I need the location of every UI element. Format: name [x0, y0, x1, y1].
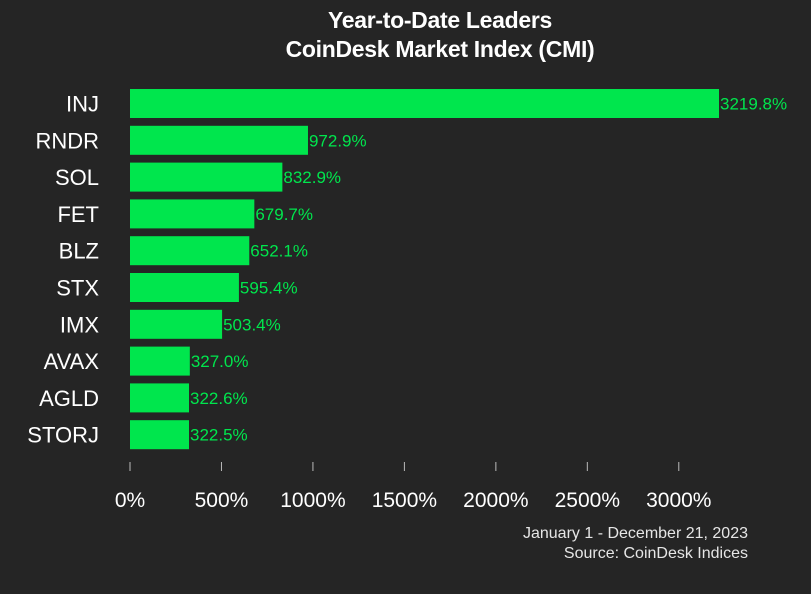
- category-label-storj: STORJ: [27, 423, 99, 448]
- category-label-stx: STX: [56, 276, 99, 301]
- x-tick-label: 2500%: [555, 489, 620, 512]
- x-tick-label: 1500%: [372, 489, 437, 512]
- bar-stx: [130, 273, 239, 302]
- category-label-rndr: RNDR: [35, 128, 99, 153]
- bar-inj: [130, 89, 719, 118]
- bar-sol: [130, 162, 283, 192]
- value-label-inj: 3219.8%: [720, 95, 787, 114]
- value-label-stx: 595.4%: [240, 279, 298, 298]
- source-note: Source: CoinDesk Indices: [563, 545, 748, 562]
- value-label-blz: 652.1%: [250, 242, 308, 261]
- x-tick-label: 0%: [115, 489, 145, 512]
- bar-agld: [130, 383, 190, 413]
- bar-avax: [130, 346, 190, 376]
- bar-blz: [130, 236, 250, 266]
- date-range-note: January 1 - December 21, 2023: [522, 525, 748, 542]
- category-label-fet: FET: [57, 202, 99, 227]
- value-label-sol: 832.9%: [283, 168, 341, 187]
- chart-title: Year-to-Date Leaders: [327, 7, 553, 33]
- value-label-imx: 503.4%: [223, 315, 281, 334]
- category-label-sol: SOL: [55, 165, 99, 190]
- x-tick-label: 1000%: [280, 489, 345, 512]
- value-label-fet: 679.7%: [255, 205, 313, 224]
- chart-title-block: Year-to-Date Leaders CoinDesk Market Ind…: [0, 6, 811, 64]
- category-label-avax: AVAX: [44, 349, 100, 374]
- category-label-inj: INJ: [66, 92, 99, 117]
- x-tick-label: 3000%: [646, 489, 711, 512]
- bar-rndr: [130, 125, 308, 155]
- value-label-rndr: 972.9%: [309, 131, 367, 150]
- category-label-blz: BLZ: [59, 239, 99, 264]
- value-label-storj: 322.5%: [190, 426, 248, 445]
- x-tick-label: 2000%: [463, 489, 528, 512]
- x-tick-label: 500%: [195, 489, 249, 512]
- value-label-agld: 322.6%: [190, 389, 248, 408]
- value-label-avax: 327.0%: [191, 352, 249, 371]
- category-label-imx: IMX: [60, 312, 99, 337]
- bar-fet: [130, 199, 255, 229]
- bar-imx: [130, 309, 223, 339]
- chart-subtitle: CoinDesk Market Index (CMI): [285, 36, 595, 62]
- bar-storj: [130, 420, 189, 450]
- category-label-agld: AGLD: [39, 386, 99, 411]
